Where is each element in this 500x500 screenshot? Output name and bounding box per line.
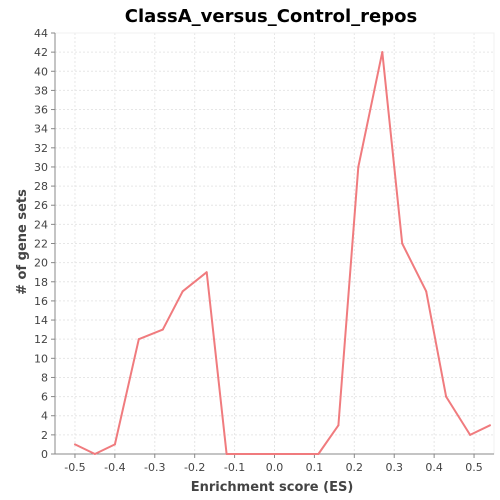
y-tick-label: 10 <box>34 352 48 365</box>
x-tick-label: -0.2 <box>184 461 205 474</box>
x-tick-label: 0.0 <box>266 461 284 474</box>
x-tick-label: -0.3 <box>144 461 165 474</box>
data-point <box>181 290 184 293</box>
y-tick-label: 12 <box>34 333 48 346</box>
chart-title: ClassA_versus_Control_repos <box>125 6 417 27</box>
data-point <box>73 443 76 446</box>
data-point <box>469 433 472 436</box>
data-point <box>273 453 276 455</box>
y-tick-label: 26 <box>34 199 48 212</box>
data-point <box>317 453 320 455</box>
y-tick-labels: 0246810121416182022242628303234363840424… <box>34 27 48 461</box>
y-tick-label: 4 <box>41 410 48 423</box>
data-point <box>357 165 360 168</box>
data-point <box>401 242 404 245</box>
y-tick-label: 36 <box>34 104 48 117</box>
y-tick-label: 20 <box>34 257 48 270</box>
y-tick-label: 44 <box>34 27 48 40</box>
series-line <box>74 51 491 455</box>
y-tick-label: 40 <box>34 65 48 78</box>
y-tick-label: 0 <box>41 448 48 461</box>
x-tick-label: -0.1 <box>224 461 245 474</box>
data-point <box>381 51 384 54</box>
y-tick-label: 34 <box>34 123 48 136</box>
y-axis-label: # of gene sets <box>15 189 30 295</box>
y-tick-label: 32 <box>34 142 48 155</box>
data-point <box>489 424 492 427</box>
grid-lines <box>55 32 494 455</box>
y-tick-label: 38 <box>34 84 48 97</box>
x-tick-label: -0.4 <box>104 461 125 474</box>
x-axis-label: Enrichment score (ES) <box>191 480 354 495</box>
x-tick-label: 0.1 <box>306 461 324 474</box>
y-tick-label: 16 <box>34 295 48 308</box>
data-point <box>445 395 448 398</box>
data-point <box>93 453 96 455</box>
data-point <box>161 328 164 331</box>
y-tick-label: 8 <box>41 371 48 384</box>
y-tick-label: 14 <box>34 314 48 327</box>
y-tick-label: 42 <box>34 46 48 59</box>
y-tick-label: 2 <box>41 429 48 442</box>
y-tick-label: 24 <box>34 218 48 231</box>
data-point <box>249 453 252 455</box>
y-tick-label: 22 <box>34 238 48 251</box>
data-point <box>205 271 208 274</box>
data-point <box>425 290 428 293</box>
x-tick-label: -0.5 <box>64 461 85 474</box>
data-point <box>293 453 296 455</box>
x-tick-labels: -0.5 -0.4 -0.3 -0.2 -0.1 0.0 0.1 0.2 0.3 0.4 0.5 <box>64 461 483 474</box>
x-tick-label: 0.2 <box>346 461 364 474</box>
data-point <box>113 443 116 446</box>
data-point <box>137 338 140 341</box>
x-tick-label: 0.5 <box>465 461 483 474</box>
series-layer <box>73 51 492 455</box>
data-point <box>337 424 340 427</box>
x-tick-label: 0.4 <box>425 461 443 474</box>
y-tick-label: 18 <box>34 276 48 289</box>
y-tick-label: 30 <box>34 161 48 174</box>
data-point <box>225 453 228 455</box>
y-tick-label: 6 <box>41 391 48 404</box>
x-tick-label: 0.3 <box>385 461 403 474</box>
y-tick-label: 28 <box>34 180 48 193</box>
